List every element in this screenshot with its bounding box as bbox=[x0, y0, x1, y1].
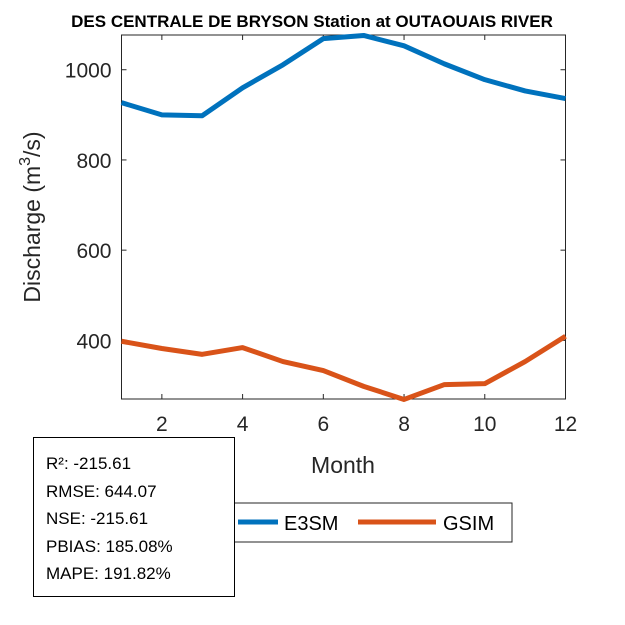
x-tick-label: 4 bbox=[237, 413, 249, 436]
stat-nse: NSE: -215.61 bbox=[46, 509, 149, 528]
legend-label-e3sm: E3SM bbox=[284, 513, 338, 535]
series-line-gsim bbox=[121, 334, 567, 402]
y-tick-label: 600 bbox=[76, 240, 111, 263]
plot-area bbox=[121, 34, 566, 400]
legend-label-gsim: GSIM bbox=[443, 513, 494, 535]
x-axis-label: Month bbox=[311, 452, 375, 478]
stat-r2: R²: -215.61 bbox=[46, 454, 132, 473]
chart-title: DES CENTRALE DE BRYSON Station at OUTAOU… bbox=[71, 12, 553, 31]
x-tick-label: 12 bbox=[554, 413, 577, 436]
series-line-e3sm bbox=[120, 32, 566, 119]
y-tick-label: 1000 bbox=[65, 60, 112, 83]
x-tick-label: 10 bbox=[473, 413, 496, 436]
x-tick-label: 8 bbox=[398, 413, 410, 436]
x-tick-label: 2 bbox=[156, 413, 168, 436]
x-tick-label: 6 bbox=[317, 413, 329, 436]
stat-pbias: PBIAS: 185.08% bbox=[46, 536, 173, 556]
y-tick-label: 800 bbox=[76, 150, 111, 173]
y-tick-label: 400 bbox=[76, 330, 111, 353]
stat-mape: MAPE: 191.82% bbox=[46, 564, 171, 583]
stat-rmse: RMSE: 644.07 bbox=[46, 481, 157, 501]
y-axis-label: Discharge (m3/s) bbox=[17, 131, 45, 302]
stats-box: R²: -215.61 RMSE: 644.07 NSE: -215.61 PB… bbox=[33, 437, 235, 597]
legend: E3SM GSIM bbox=[231, 502, 513, 543]
